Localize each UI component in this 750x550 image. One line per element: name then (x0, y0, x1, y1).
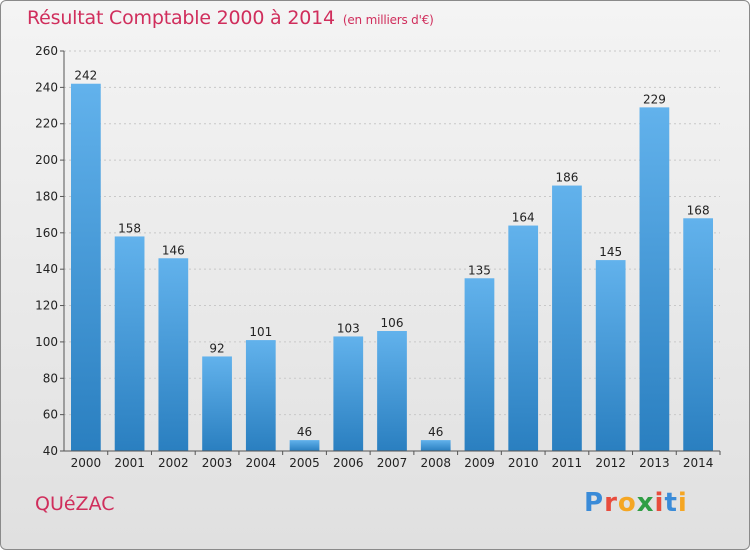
chart-title: Résultat Comptable 2000 à 2014 (en millie… (27, 7, 434, 29)
bar-value-label: 46 (428, 425, 443, 439)
bar-value-label: 146 (162, 243, 185, 257)
x-tick-label: 2011 (552, 456, 583, 470)
commune-name: QUéZAC (35, 493, 115, 515)
bar-2011 (552, 185, 582, 451)
x-tick-label: 2002 (158, 456, 189, 470)
bar-value-label: 145 (599, 245, 622, 259)
x-tick-label: 2012 (595, 456, 626, 470)
y-tick-label: 40 (43, 444, 58, 458)
bar-value-label: 158 (118, 221, 141, 235)
logo-letter: r (604, 488, 618, 518)
bar-2014 (683, 218, 714, 451)
bar-2007 (377, 331, 407, 451)
x-tick-label: 2010 (508, 456, 539, 470)
x-axis: 2000 2001 2002 2003 2004 2005 2006 2007 2008 2009… (64, 450, 721, 470)
x-tick-label: 2005 (289, 456, 320, 470)
y-tick-label: 80 (43, 371, 58, 385)
bar-value-label: 168 (687, 203, 710, 217)
logo-letter: i (654, 488, 665, 518)
y-tick-label: 260 (35, 44, 58, 58)
bar-value-label: 106 (381, 316, 404, 330)
logo-letter: t (664, 488, 678, 518)
bar-value-label: 242 (74, 69, 97, 83)
x-tick-label: 2003 (202, 456, 233, 470)
bar-value-label: 46 (297, 425, 312, 439)
x-tick-label: 2006 (333, 456, 364, 470)
bar-value-label: 229 (643, 92, 666, 106)
proxiti-logo[interactable]: Proxiti (584, 488, 688, 518)
y-tick-label: 140 (35, 262, 58, 276)
bar-2008 (420, 440, 451, 451)
logo-letter: i (677, 488, 688, 518)
y-axis: 40 60 80 100 120 140 160 180 200 220 240 260 (35, 44, 65, 458)
bar-2012 (595, 260, 626, 451)
x-tick-label: 2004 (246, 456, 277, 470)
x-tick-label: 2008 (420, 456, 451, 470)
y-tick-label: 100 (35, 335, 58, 349)
bar-2009 (464, 278, 495, 451)
y-tick-label: 200 (35, 153, 58, 167)
x-tick-label: 2007 (377, 456, 408, 470)
x-tick-label: 2009 (464, 456, 495, 470)
bar-value-label: 164 (512, 211, 535, 225)
y-tick-label: 60 (43, 408, 58, 422)
bar-value-label: 92 (209, 341, 224, 355)
bar-2002 (158, 258, 189, 451)
logo-letter: o (617, 488, 637, 518)
logo-letter: P (584, 488, 605, 518)
bar-2001 (114, 236, 145, 451)
bar-value-label: 186 (555, 171, 578, 185)
chart-subtitle: (en milliers d'€) (342, 13, 434, 27)
bar-2006 (333, 336, 364, 451)
bar-2013 (639, 107, 670, 451)
x-tick-label: 2000 (71, 456, 102, 470)
logo-letter: x (636, 488, 655, 518)
y-tick-label: 120 (35, 299, 58, 313)
y-tick-label: 220 (35, 117, 58, 131)
y-tick-label: 180 (35, 189, 58, 203)
chart-title-text: Résultat Comptable 2000 à 2014 (27, 7, 335, 29)
bar-value-label: 103 (337, 321, 360, 335)
y-tick-label: 160 (35, 226, 58, 240)
bar-2010 (508, 225, 539, 451)
bar-2004 (245, 340, 276, 451)
bar-2000 (70, 83, 101, 452)
bar-2005 (289, 440, 320, 451)
bar-value-label: 135 (468, 263, 491, 277)
x-tick-label: 2001 (114, 456, 145, 470)
bar-value-label: 101 (249, 325, 272, 339)
bars: 242 158 146 92 101 46 103 106 46 135 164 186 145 229 1… (70, 69, 714, 452)
x-tick-label: 2013 (639, 456, 670, 470)
bar-2003 (202, 356, 232, 451)
x-tick-label: 2014 (683, 456, 714, 470)
y-tick-label: 240 (35, 80, 58, 94)
